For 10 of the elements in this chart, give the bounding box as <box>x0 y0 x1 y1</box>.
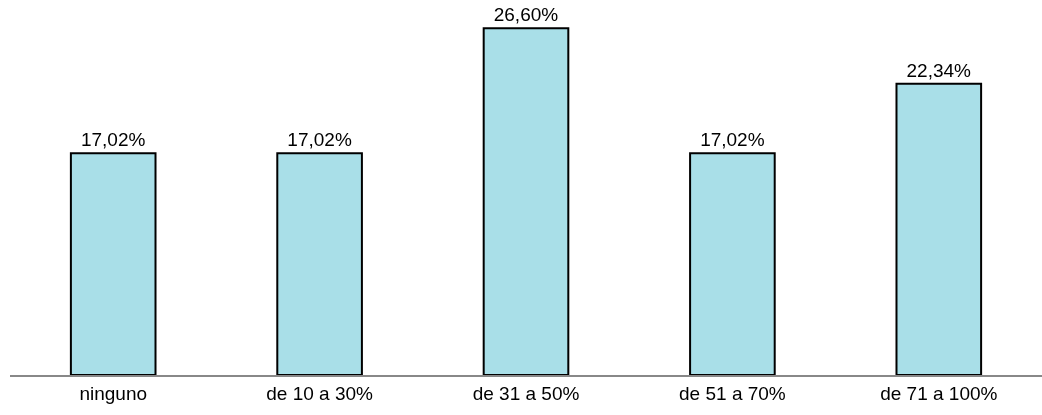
data-label: 26,60% <box>493 4 559 26</box>
x-tick-label: de 31 a 50% <box>472 382 580 404</box>
data-label: 22,34% <box>906 59 972 81</box>
data-label: 17,02% <box>80 129 146 151</box>
x-tick-label: de 51 a 70% <box>679 382 786 404</box>
x-tick-label: de 10 a 30% <box>266 382 374 404</box>
x-tick-label: de 71 a 100% <box>880 382 998 404</box>
data-label: 17,02% <box>700 129 765 151</box>
data-label: 17,02% <box>287 129 352 151</box>
x-tick-label: ninguno <box>79 382 148 404</box>
